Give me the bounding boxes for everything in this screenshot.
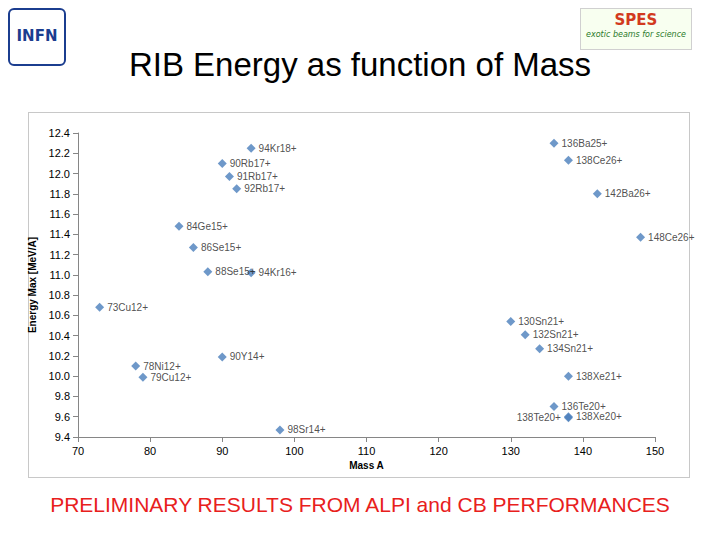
svg-text:90Y14+: 90Y14+ xyxy=(230,351,265,362)
svg-text:12.0: 12.0 xyxy=(49,168,70,180)
svg-text:86Se15+: 86Se15+ xyxy=(201,242,241,253)
svg-text:Energy Max [MeV/A]: Energy Max [MeV/A] xyxy=(27,237,38,333)
svg-text:138Xe20+: 138Xe20+ xyxy=(576,411,622,422)
svg-text:130: 130 xyxy=(502,445,520,457)
svg-text:10.4: 10.4 xyxy=(49,330,70,342)
svg-text:136Te20+: 136Te20+ xyxy=(561,401,606,413)
svg-text:11.4: 11.4 xyxy=(49,228,70,240)
svg-text:78Ni12+: 78Ni12+ xyxy=(143,361,181,372)
svg-text:132Sn21+: 132Sn21+ xyxy=(533,329,579,340)
svg-text:110: 110 xyxy=(358,445,376,457)
svg-text:91Rb17+: 91Rb17+ xyxy=(237,171,278,182)
svg-text:11.6: 11.6 xyxy=(49,208,70,220)
svg-text:70: 70 xyxy=(72,445,84,457)
svg-text:9.4: 9.4 xyxy=(55,431,70,443)
svg-text:10.6: 10.6 xyxy=(49,309,70,321)
svg-text:11.2: 11.2 xyxy=(49,249,70,261)
html-text:INFN: INFN xyxy=(16,27,58,45)
svg-text:94Kr18+: 94Kr18+ xyxy=(259,143,297,154)
html-text:SPES: SPES xyxy=(614,11,658,29)
svg-text:100: 100 xyxy=(285,445,303,457)
svg-text:90: 90 xyxy=(216,445,228,457)
svg-text:9.6: 9.6 xyxy=(55,411,70,423)
svg-text:90Rb17+: 90Rb17+ xyxy=(230,158,271,169)
svg-text:12.4: 12.4 xyxy=(49,127,70,139)
svg-text:79Cu12+: 79Cu12+ xyxy=(150,372,191,383)
svg-text:138Te20+: 138Te20+ xyxy=(517,412,561,423)
html-text:exotic beams for science: exotic beams for science xyxy=(586,30,686,39)
svg-text:120: 120 xyxy=(429,445,447,457)
html-text:RIB Energy as function of Mass: RIB Energy as function of Mass xyxy=(128,46,592,83)
svg-text:10.0: 10.0 xyxy=(49,370,70,382)
svg-text:140: 140 xyxy=(574,445,592,457)
svg-text:98Sr14+: 98Sr14+ xyxy=(287,424,325,435)
svg-text:11.8: 11.8 xyxy=(49,188,70,200)
svg-text:138Ce26+: 138Ce26+ xyxy=(576,155,623,166)
svg-text:10.8: 10.8 xyxy=(49,289,70,301)
svg-text:73Cu12+: 73Cu12+ xyxy=(107,302,148,313)
svg-text:138Xe21+: 138Xe21+ xyxy=(576,371,622,382)
svg-text:9.8: 9.8 xyxy=(55,390,70,402)
svg-text:12.2: 12.2 xyxy=(49,147,70,159)
svg-text:92Rb17+: 92Rb17+ xyxy=(244,183,285,194)
svg-text:94Kr16+: 94Kr16+ xyxy=(259,267,297,278)
svg-text:88Se15+: 88Se15+ xyxy=(215,266,255,277)
svg-text:134Sn21+: 134Sn21+ xyxy=(547,343,593,354)
svg-text:130Sn21+: 130Sn21+ xyxy=(518,316,564,327)
svg-text:148Ce26+: 148Ce26+ xyxy=(648,232,695,243)
svg-text:142Ba26+: 142Ba26+ xyxy=(605,188,651,199)
svg-text:10.2: 10.2 xyxy=(49,350,70,362)
svg-text:136Ba25+: 136Ba25+ xyxy=(562,138,608,149)
svg-text:11.0: 11.0 xyxy=(49,269,70,281)
svg-text:150: 150 xyxy=(646,445,664,457)
svg-text:Mass A: Mass A xyxy=(349,460,384,471)
svg-text:84Ge15+: 84Ge15+ xyxy=(186,221,228,232)
svg-text:80: 80 xyxy=(144,445,156,457)
html-text:PRELIMINARY RESULTS FROM ALPI: PRELIMINARY RESULTS FROM ALPI and CB PER… xyxy=(50,493,670,516)
